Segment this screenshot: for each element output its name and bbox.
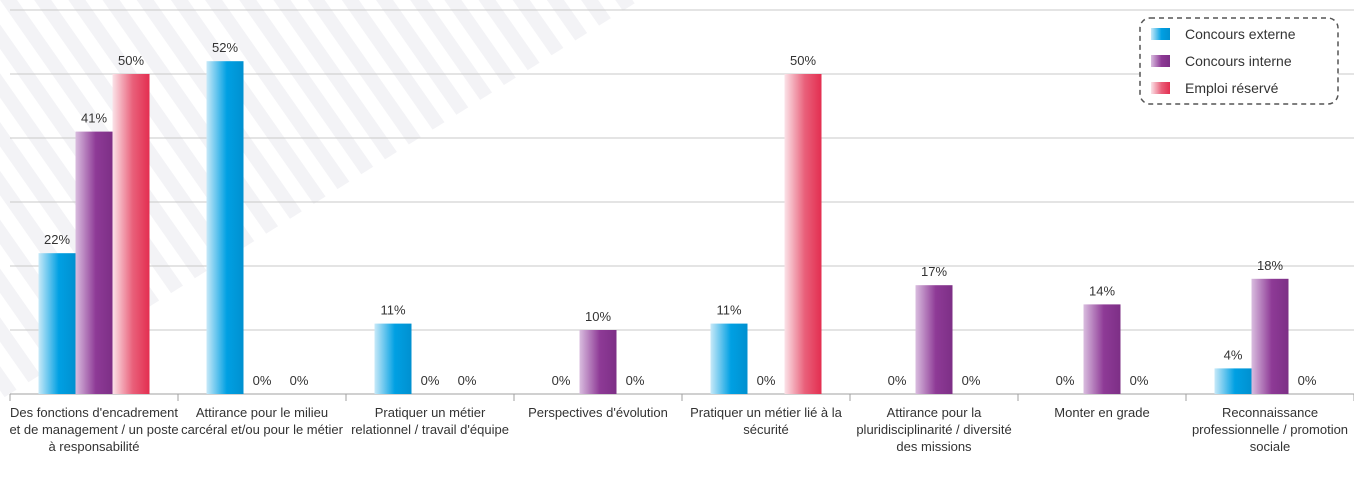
bar [915,285,953,394]
data-label: 4% [1224,347,1243,362]
data-label: 0% [1298,373,1317,388]
bar [579,330,617,394]
data-label: 0% [552,373,571,388]
bar [710,323,748,394]
data-label: 0% [757,373,776,388]
legend-swatch [1151,82,1170,94]
bar [112,74,150,394]
bar [374,323,412,394]
data-label: 50% [118,53,144,68]
x-tick-label: Reconnaissance professionnelle / promoti… [1191,405,1349,454]
data-label: 18% [1257,258,1283,273]
data-label: 41% [81,111,107,126]
striped-background [0,0,640,400]
data-label: 11% [380,303,405,318]
x-tick-label: Perspectives d'évolution [528,405,668,420]
x-tick-label: Des fonctions d'encadrement et de manage… [9,405,179,454]
bar [1251,278,1289,394]
legend-swatch [1151,55,1170,67]
bar [1083,304,1121,394]
data-label: 17% [921,264,947,279]
bar [1214,368,1252,394]
data-label: 0% [421,373,440,388]
bars [38,61,1289,394]
bar [75,131,113,394]
legend: Concours externe Concours interne Emploi r… [1139,17,1339,105]
bar [38,253,76,394]
x-tick-label: Pratiquer un métier lié à la sécurité [690,405,842,437]
legend-swatch [1151,28,1170,40]
legend-label: Emploi réservé [1185,80,1279,96]
data-label: 0% [458,373,477,388]
x-axis [9,394,1354,401]
data-label: 14% [1089,283,1115,298]
x-tick-label: Attirance pour la pluridisciplinarité / … [856,405,1012,454]
data-label: 0% [290,373,309,388]
data-label: 0% [626,373,645,388]
data-label: 0% [1056,373,1075,388]
x-tick-label: Monter en grade [1054,405,1150,420]
value-labels: 22% 41% 50% 52% 0% 0% 11% 0% 0% 0% 10% 0% 11% 0% 50% 0%… [44,40,1317,388]
legend-label: Concours interne [1185,53,1292,69]
data-label: 52% [212,40,238,55]
x-tick-label: Attirance pour le milieu carcéral et/ou … [181,405,343,437]
data-label: 22% [44,232,70,247]
data-label: 0% [962,373,981,388]
data-label: 50% [790,53,816,68]
x-tick-label: Pratiquer un métier relationnel / travai… [351,405,509,437]
legend-label: Concours externe [1185,26,1296,42]
data-label: 0% [253,373,272,388]
data-label: 0% [1130,373,1149,388]
bar [784,74,822,394]
data-label: 11% [716,303,741,318]
bar [206,61,244,394]
data-label: 10% [585,309,611,324]
data-label: 0% [888,373,907,388]
legend-box [1139,17,1339,105]
